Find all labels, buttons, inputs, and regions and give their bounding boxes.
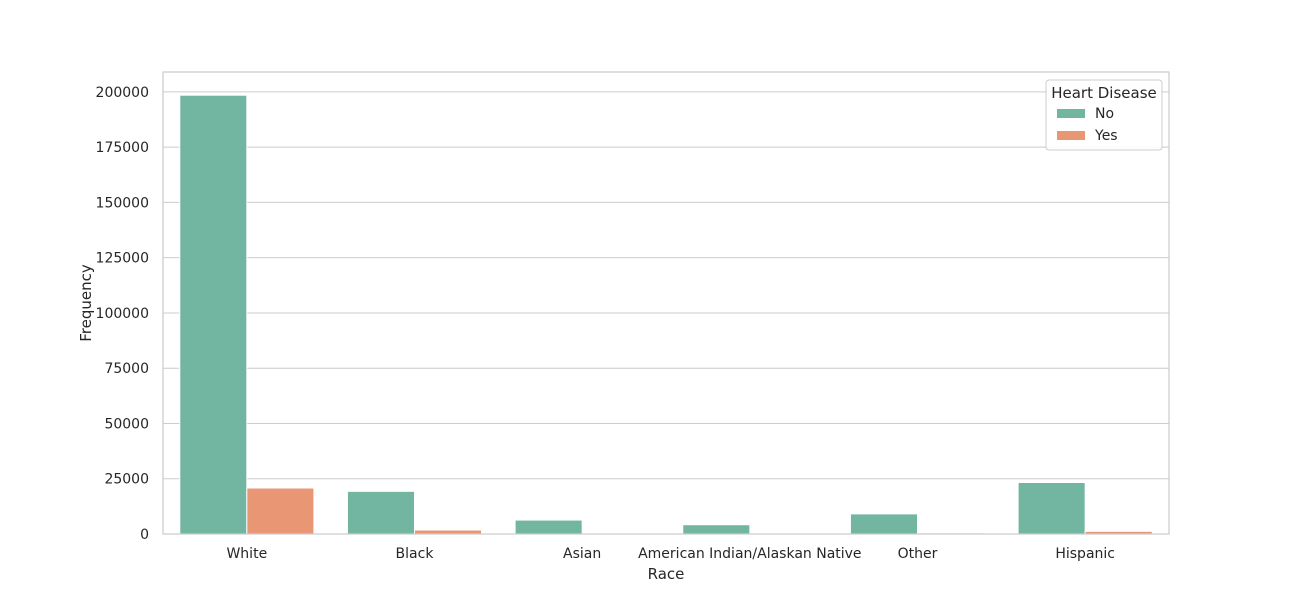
x-tick-label: American Indian/Alaskan Native: [638, 546, 861, 562]
y-tick-label: 75000: [104, 361, 149, 377]
bar-no-asian: [514, 519, 583, 535]
x-axis-label: Race: [648, 565, 685, 583]
bar-no-other: [849, 513, 919, 535]
legend-label-yes: Yes: [1094, 128, 1118, 144]
y-axis-label: Frequency: [77, 264, 95, 342]
bars: [179, 94, 1153, 535]
y-tick-label: 175000: [96, 140, 149, 156]
x-tick-label: Hispanic: [1055, 546, 1115, 562]
y-tick-label: 125000: [96, 251, 149, 267]
gridlines: [163, 91, 1169, 535]
x-tick-label: White: [226, 546, 267, 562]
y-tick-label: 200000: [96, 85, 149, 101]
y-tick-label: 25000: [104, 472, 149, 488]
y-tick-label: 0: [140, 527, 149, 543]
legend-title: Heart Disease: [1051, 84, 1157, 102]
bar-no-american-indian-alaskan-native: [682, 524, 751, 535]
bar-no-white: [179, 94, 248, 535]
y-tick-label: 100000: [96, 306, 149, 322]
x-tick-label: Asian: [563, 546, 601, 562]
legend-swatch-no: [1057, 109, 1085, 118]
bar-no-hispanic: [1017, 481, 1086, 535]
x-tick-label: Other: [898, 546, 938, 562]
legend-swatch-yes: [1057, 131, 1085, 140]
bar-yes-white: [246, 487, 315, 535]
y-tick-label: 50000: [104, 416, 149, 432]
x-tick-label: Black: [396, 546, 435, 562]
y-tick-label: 150000: [96, 195, 149, 211]
bar-no-black: [346, 490, 415, 535]
y-axis: 0 25000 50000 75000 100000 125000 150000 175000…: [96, 85, 149, 543]
x-axis: White Black Asian American Indian/Alaskan N…: [226, 546, 1115, 562]
legend-label-no: No: [1095, 106, 1114, 122]
legend: Heart Disease No Yes: [1045, 79, 1163, 151]
plot-frame: [162, 71, 1170, 535]
